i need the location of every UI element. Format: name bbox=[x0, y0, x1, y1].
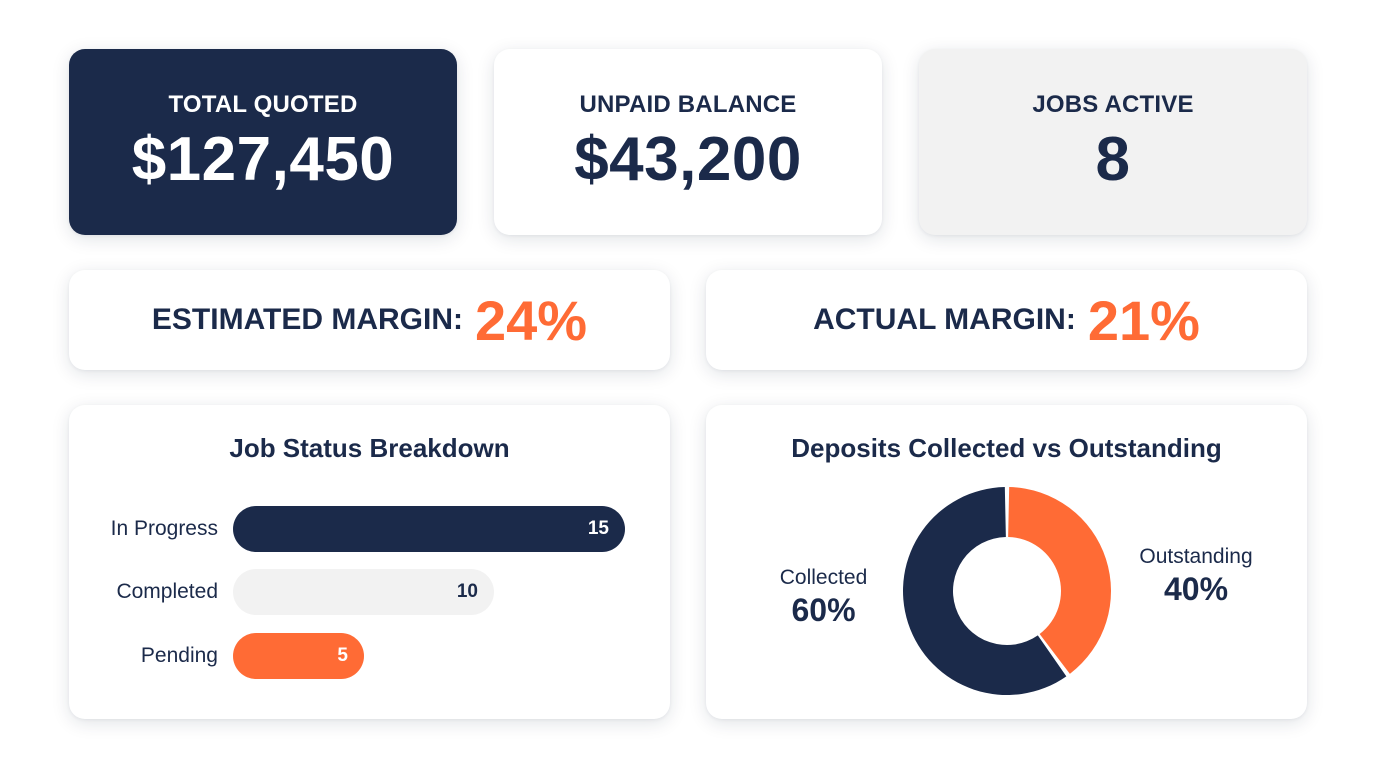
unpaid-balance-value: $43,200 bbox=[574, 125, 802, 195]
status-row-completed: Completed 10 bbox=[69, 569, 670, 615]
estimated-margin-label: ESTIMATED MARGIN: bbox=[151, 303, 463, 336]
unpaid-balance-label: UNPAID BALANCE bbox=[579, 91, 797, 119]
total-quoted-value: $127,450 bbox=[131, 125, 395, 195]
status-row-in-progress: In Progress 15 bbox=[69, 506, 670, 552]
status-label-completed: Completed bbox=[116, 580, 218, 603]
estimated-margin-card: ESTIMATED MARGIN: 24% bbox=[69, 270, 670, 370]
status-bar-completed: 10 bbox=[233, 569, 494, 615]
total-quoted-label: TOTAL QUOTED bbox=[168, 91, 358, 119]
status-value-in-progress: 15 bbox=[587, 518, 609, 539]
legend-outstanding: Outstanding 40% bbox=[1126, 545, 1266, 608]
donut-slice-collected bbox=[903, 487, 1067, 695]
jobs-active-label: JOBS ACTIVE bbox=[1032, 91, 1194, 119]
status-value-completed: 10 bbox=[456, 581, 478, 602]
status-label-pending: Pending bbox=[140, 644, 218, 667]
donut-slice-outstanding bbox=[1008, 487, 1111, 674]
legend-outstanding-label: Outstanding bbox=[1139, 545, 1253, 568]
status-row-pending: Pending 5 bbox=[69, 633, 670, 679]
actual-margin-value: 21% bbox=[1087, 288, 1200, 352]
legend-collected-value: 60% bbox=[791, 592, 856, 628]
legend-collected-label: Collected bbox=[779, 566, 868, 589]
actual-margin-card: ACTUAL MARGIN: 21% bbox=[706, 270, 1307, 370]
job-status-title: Job Status Breakdown bbox=[229, 433, 510, 463]
legend-collected: Collected 60% bbox=[761, 566, 886, 629]
total-quoted-card: TOTAL QUOTED $127,450 bbox=[69, 49, 457, 235]
unpaid-balance-card: UNPAID BALANCE $43,200 bbox=[494, 49, 882, 235]
deposits-panel: Deposits Collected vs Outstanding Collec… bbox=[706, 405, 1307, 719]
estimated-margin-value: 24% bbox=[475, 288, 588, 352]
legend-outstanding-value: 40% bbox=[1163, 571, 1229, 607]
jobs-active-value: 8 bbox=[1095, 125, 1131, 195]
deposits-title: Deposits Collected vs Outstanding bbox=[791, 433, 1222, 463]
job-status-panel: Job Status Breakdown In Progress 15 Comp… bbox=[69, 405, 670, 719]
status-value-pending: 5 bbox=[337, 645, 348, 666]
jobs-active-card: JOBS ACTIVE 8 bbox=[919, 49, 1307, 235]
deposits-donut-chart bbox=[903, 487, 1111, 695]
status-label-in-progress: In Progress bbox=[110, 517, 218, 540]
actual-margin-label: ACTUAL MARGIN: bbox=[813, 303, 1076, 336]
status-bar-in-progress: 15 bbox=[233, 506, 625, 552]
status-bar-pending: 5 bbox=[233, 633, 364, 679]
